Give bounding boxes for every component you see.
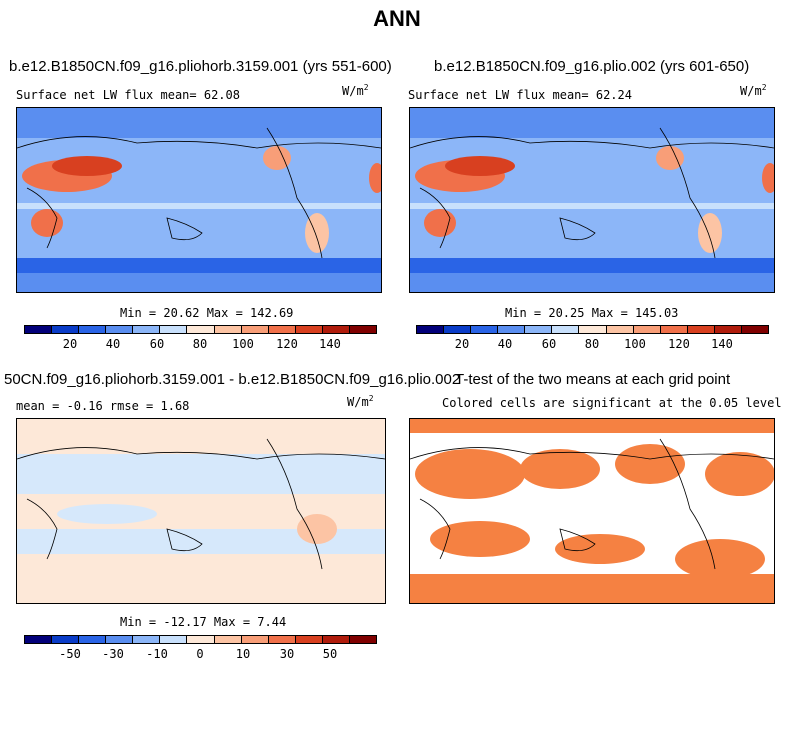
colorbar3-swatch [295,636,323,643]
colorbar2-swatch [633,326,661,333]
colorbar1-tick: 60 [149,337,165,351]
colorbar3-swatch [349,636,377,643]
panel1-title: b.e12.B1850CN.f09_g16.pliohorb.3159.001 … [9,58,392,75]
colorbar1-tick: 40 [105,337,121,351]
colorbar1-tick: 20 [62,337,78,351]
panel4-map [409,418,775,604]
colorbar3-swatch [133,636,161,643]
colorbar2-swatch [525,326,553,333]
colorbar1-swatch [187,326,215,333]
colorbar3-swatch [268,636,296,643]
colorbar1-tick: 100 [232,337,254,351]
colorbar2-swatch [444,326,472,333]
panel3-label: mean = -0.16 rmse = 1.68 [16,399,190,413]
colorbar3-swatch [187,636,215,643]
colorbar1 [24,325,377,334]
colorbar3-swatch [214,636,242,643]
panel3-minmax: Min = -12.17 Max = 7.44 [120,615,287,629]
panel4-label: Colored cells are significant at the 0.0… [442,396,782,410]
panel3-map [16,418,386,604]
colorbar2-swatch [741,326,769,333]
colorbar3-swatch [25,636,53,643]
panel4-title: T-test of the two means at each grid poi… [455,371,731,388]
colorbar2-swatch [714,326,742,333]
panel3-units: W/m2 [347,394,374,409]
panel1-minmax: Min = 20.62 Max = 142.69 [120,306,294,320]
colorbar3-tick: 0 [196,647,204,661]
colorbar2-tick: 40 [497,337,513,351]
colorbar2-swatch [579,326,607,333]
colorbar1-swatch [322,326,350,333]
colorbar3-swatch [79,636,107,643]
colorbar1-swatch [106,326,134,333]
colorbar1-swatch [268,326,296,333]
colorbar3-tick: 10 [235,647,251,661]
panel2-map [409,107,775,293]
colorbar2-tick: 120 [668,337,690,351]
panel2-minmax: Min = 20.25 Max = 145.03 [505,306,679,320]
panel2-map-svg [410,108,774,292]
colorbar3-tick: -30 [102,647,124,661]
colorbar2-swatch [687,326,715,333]
panel2-title: b.e12.B1850CN.f09_g16.plio.002 (yrs 601-… [434,58,750,75]
panel4-map-svg [410,419,774,603]
panel3-title: 50CN.f09_g16.pliohorb.3159.001 - b.e12.B… [4,371,461,388]
panel3-map-svg [17,419,385,603]
colorbar1-tick: 120 [276,337,298,351]
panel1-map-svg [17,108,381,292]
colorbar3-swatch [241,636,269,643]
colorbar3-swatch [52,636,80,643]
colorbar2-swatch [498,326,526,333]
panel2-units: W/m2 [740,83,767,98]
colorbar3-tick: -10 [146,647,168,661]
colorbar1-swatch [79,326,107,333]
colorbar1-swatch [349,326,377,333]
colorbar2-swatch [417,326,445,333]
colorbar3-swatch [160,636,188,643]
colorbar1-swatch [160,326,188,333]
colorbar1-swatch [214,326,242,333]
colorbar3-tick: 30 [279,647,295,661]
colorbar2-tick: 20 [454,337,470,351]
colorbar3-tick: 50 [322,647,338,661]
colorbar1-swatch [52,326,80,333]
panel2-label: Surface net LW flux mean= 62.24 [408,88,632,102]
colorbar1-swatch [241,326,269,333]
colorbar3-swatch [322,636,350,643]
panel1-label: Surface net LW flux mean= 62.08 [16,88,240,102]
colorbar1-swatch [295,326,323,333]
figure-title: ANN [373,6,421,31]
colorbar2-swatch [471,326,499,333]
colorbar1-swatch [25,326,53,333]
colorbar2-swatch [606,326,634,333]
colorbar1-tick: 80 [192,337,208,351]
colorbar2 [416,325,769,334]
colorbar2-swatch [552,326,580,333]
colorbar2-tick: 100 [624,337,646,351]
colorbar3-swatch [106,636,134,643]
colorbar1-tick: 140 [319,337,341,351]
panel1-map [16,107,382,293]
colorbar3 [24,635,377,644]
panel1-units: W/m2 [342,83,369,98]
colorbar2-swatch [660,326,688,333]
colorbar2-tick: 140 [711,337,733,351]
colorbar2-tick: 60 [541,337,557,351]
colorbar2-tick: 80 [584,337,600,351]
colorbar1-swatch [133,326,161,333]
colorbar3-tick: -50 [59,647,81,661]
